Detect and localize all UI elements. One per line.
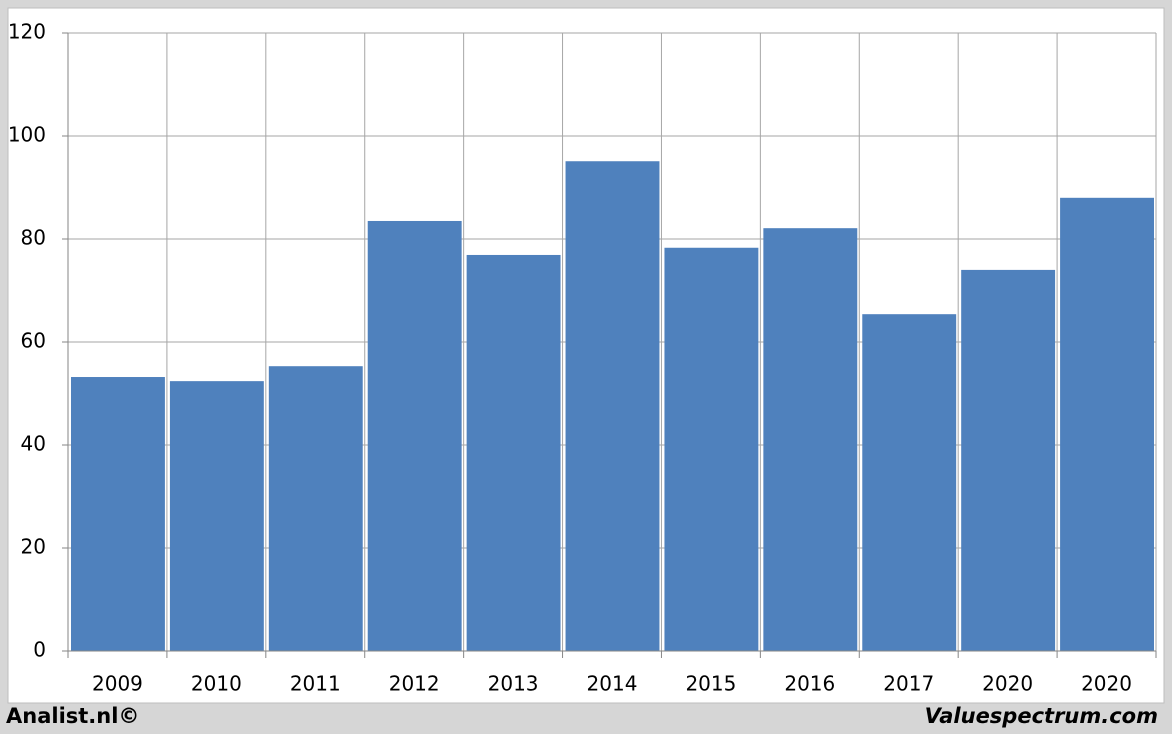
y-tick-label: 80 xyxy=(21,226,46,250)
x-tick-label: 2015 xyxy=(685,672,736,696)
y-tick-label: 120 xyxy=(8,20,46,44)
bar xyxy=(862,314,957,651)
bar xyxy=(466,254,561,651)
x-tick-label: 2014 xyxy=(587,672,638,696)
bar xyxy=(367,220,462,651)
bar xyxy=(268,366,363,651)
footer-right: Valuespectrum.com xyxy=(925,704,1158,728)
y-tick-label: 40 xyxy=(21,432,46,456)
footer-left: Analist.nl© xyxy=(6,704,139,728)
x-tick-label: 2010 xyxy=(191,672,242,696)
bar xyxy=(763,228,858,651)
x-tick-label: 2017 xyxy=(883,672,934,696)
y-tick-label: 0 xyxy=(33,638,46,662)
x-tick-label: 2013 xyxy=(488,672,539,696)
y-tick-label: 60 xyxy=(21,329,46,353)
bar xyxy=(71,377,165,651)
x-tick-label: 2009 xyxy=(92,672,143,696)
bar xyxy=(565,161,660,652)
bar xyxy=(1060,197,1154,652)
y-tick-label: 100 xyxy=(8,123,46,147)
bar xyxy=(169,381,264,651)
x-tick-label: 2016 xyxy=(784,672,835,696)
x-tick-label: 2020 xyxy=(982,672,1033,696)
x-tick-label: 2012 xyxy=(389,672,440,696)
y-tick-label: 20 xyxy=(21,535,46,559)
x-tick-label: 2011 xyxy=(290,672,341,696)
x-tick-label: 2020 xyxy=(1081,672,1132,696)
bar xyxy=(961,269,1056,651)
bar xyxy=(664,247,759,651)
